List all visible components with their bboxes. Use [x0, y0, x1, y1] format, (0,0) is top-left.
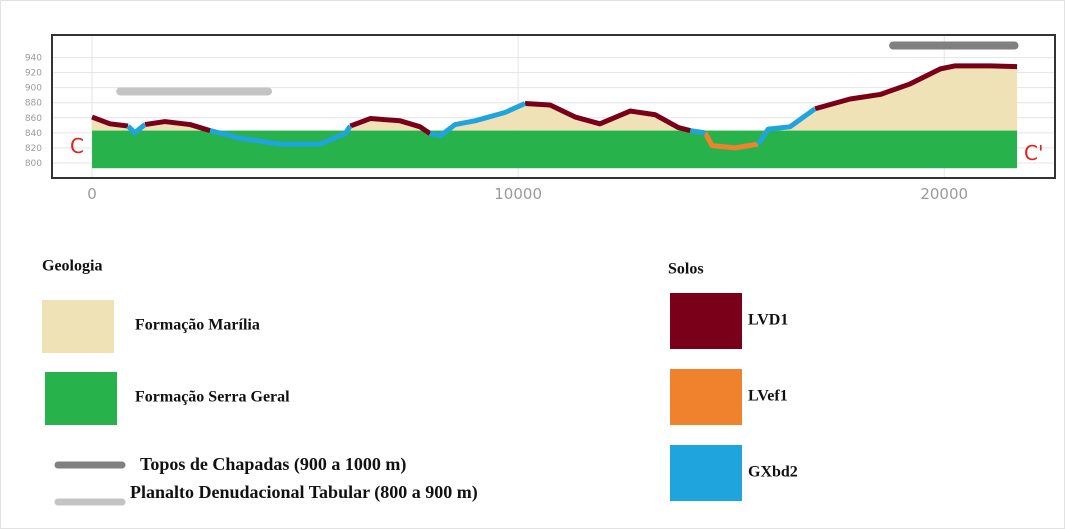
legend-label: Formação Serra Geral — [135, 389, 290, 406]
legend-swatch — [670, 369, 742, 425]
soils-title: Solos — [668, 261, 704, 278]
legend-swatch — [670, 445, 742, 501]
legend-swatch — [42, 300, 114, 353]
figure: Geologia Solos 800 820 840 860 880 900 920 940 0… — [0, 0, 1065, 529]
section-start: C — [70, 134, 84, 158]
y-tick-label: 920 — [25, 69, 42, 79]
legend-swatch — [670, 293, 742, 349]
x-tick-label: 20000 — [920, 185, 968, 203]
geology-title: Geologia — [42, 258, 102, 275]
y-tick-label: 800 — [25, 159, 42, 169]
legend-label: Topos de Chapadas (900 a 1000 m) — [140, 454, 406, 475]
x-tick-label: 10000 — [494, 185, 542, 203]
y-tick-label: 880 — [25, 99, 42, 109]
legend-label: Formação Marília — [135, 317, 260, 334]
legend-swatch — [45, 372, 117, 425]
y-tick-label: 820 — [25, 144, 42, 154]
legend-label: LVef1 — [748, 388, 788, 405]
y-tick-label: 940 — [25, 54, 42, 64]
legend-label: LVD1 — [748, 312, 788, 329]
y-tick-label: 900 — [25, 84, 42, 94]
legend-label: GXbd2 — [748, 464, 798, 481]
x-tick-label: 0 — [87, 185, 97, 203]
y-tick-label: 860 — [25, 114, 42, 124]
legend-label: Planalto Denudacional Tabular (800 a 900… — [130, 482, 478, 503]
y-tick-label: 840 — [25, 129, 42, 139]
section-end: C' — [1024, 141, 1043, 165]
